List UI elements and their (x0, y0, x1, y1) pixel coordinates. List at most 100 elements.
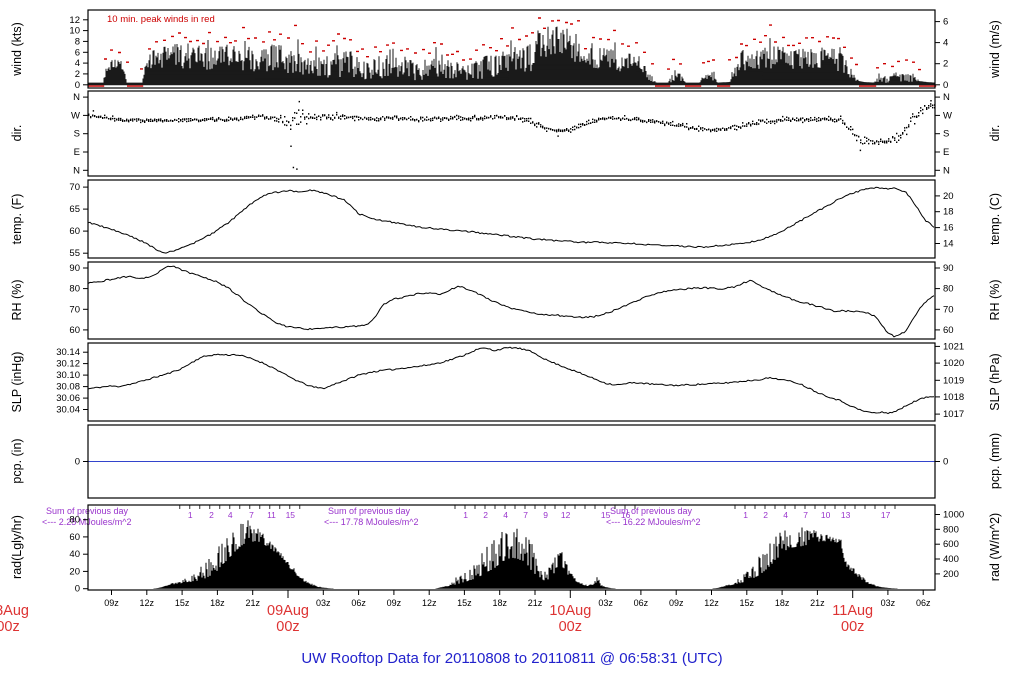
slp-right-axis-label: SLP (hPa) (988, 353, 1002, 410)
temp-right-axis-label: temp. (C) (988, 193, 1002, 245)
rad-cumulative-number: 7 (249, 510, 254, 520)
wind-left-tick-label: 2 (75, 69, 80, 80)
x-axis-hour-label: 06z (634, 598, 649, 608)
x-axis-hour-label: 18z (775, 598, 790, 608)
dir-left-axis-label: dir. (10, 125, 24, 142)
rad-left-tick-label: 80 (69, 515, 80, 526)
x-axis-hour-label: 03z (598, 598, 613, 608)
rad-cumulative-number: 1 (463, 510, 468, 520)
x-axis-date-time-label: 00z (276, 619, 299, 635)
rad-sum-annotation-line1: Sum of previous day (46, 506, 129, 516)
wind-left-tick-label: 8 (75, 36, 80, 47)
x-axis-date-time-label: 00z (559, 619, 582, 635)
rad-sum-annotation-line2: <--- 2.25 MJoules/m^2 (42, 517, 132, 527)
x-axis-hour-label: 15z (740, 598, 755, 608)
rad-cumulative-number: 11 (267, 510, 276, 520)
rad-right-tick-label: 600 (943, 539, 959, 550)
temp-right-tick-label: 16 (943, 223, 954, 234)
dir-right-tick-label: S (943, 129, 949, 140)
slp-left-tick-label: 30.12 (56, 359, 80, 370)
rh-left-tick-label: 80 (69, 284, 80, 295)
rad-left-tick-label: 0 (75, 584, 80, 595)
rad-cumulative-number: 1 (188, 510, 193, 520)
temp-left-tick-label: 70 (69, 182, 80, 193)
rh-right-tick-label: 90 (943, 263, 954, 274)
temp-right-tick-label: 20 (943, 191, 954, 202)
x-axis-hour-label: 09z (669, 598, 684, 608)
slp-left-axis-label: SLP (inHg) (10, 352, 24, 413)
rad-sum-annotation-line1: Sum of previous day (610, 506, 693, 516)
wind-left-tick-label: 4 (75, 58, 80, 69)
x-axis-hour-label: 06z (916, 598, 931, 608)
rad-cumulative-number: 15 (286, 510, 296, 520)
pcp-left-tick-label: 0 (75, 457, 80, 468)
rad-right-tick-label: 1000 (943, 510, 964, 521)
dir-right-axis-label: dir. (988, 125, 1002, 142)
rad-right-tick-label: 400 (943, 554, 959, 565)
rad-right-tick-label: 800 (943, 524, 959, 535)
slp-right-tick-label: 1020 (943, 358, 964, 369)
x-axis-hour-label: 21z (528, 598, 543, 608)
dir-left-tick-label: N (73, 92, 80, 103)
x-axis-hour-label: 06z (351, 598, 366, 608)
rad-sum-annotation-line1: Sum of previous day (328, 506, 411, 516)
slp-left-tick-label: 30.04 (56, 405, 80, 416)
wind-right-tick-label: 6 (943, 17, 948, 28)
rh-right-axis-label: RH (%) (988, 280, 1002, 321)
x-axis-hour-label: 09z (104, 598, 119, 608)
rad-cumulative-number: 4 (503, 510, 508, 520)
rad-right-tick-label: 200 (943, 569, 959, 580)
wind-left-tick-label: 6 (75, 47, 80, 58)
wind-right-axis-label: wind (m/s) (988, 20, 1002, 79)
slp-right-tick-label: 1019 (943, 375, 964, 386)
wind-left-tick-label: 12 (69, 15, 80, 26)
x-axis-hour-label: 15z (457, 598, 472, 608)
dir-left-tick-label: W (71, 110, 80, 121)
dir-right-tick-label: W (943, 110, 952, 121)
rad-cumulative-number: 2 (483, 510, 488, 520)
rad-cumulative-number: 2 (209, 510, 214, 520)
x-axis-hour-label: 21z (810, 598, 825, 608)
rh-right-tick-label: 60 (943, 325, 954, 336)
temp-left-axis-label: temp. (F) (10, 194, 24, 245)
rh-left-tick-label: 90 (69, 263, 80, 274)
dir-right-tick-label: N (943, 165, 950, 176)
x-axis-hour-label: 18z (492, 598, 507, 608)
rad-cumulative-number: 4 (783, 510, 788, 520)
slp-left-tick-label: 30.06 (56, 393, 80, 404)
rad-cumulative-number: 12 (561, 510, 571, 520)
rad-top-hour-ticks (179, 505, 896, 509)
rh-panel-frame (87, 261, 936, 340)
rad-cumulative-number: 2 (763, 510, 768, 520)
wind-speed-trace (87, 26, 936, 86)
rh-left-tick-label: 70 (69, 304, 80, 315)
x-axis-date-label: 08Aug (0, 603, 29, 619)
rad-cumulative-number: 16 (621, 510, 631, 520)
temp-right-tick-label: 14 (943, 239, 954, 250)
dir-left-tick-label: E (74, 147, 80, 158)
slp-left-tick-label: 30.08 (56, 382, 80, 393)
wind-peaks-annotation: 10 min. peak winds in red (107, 14, 215, 25)
wind-right-tick-label: 4 (943, 38, 948, 49)
rh-left-tick-label: 60 (69, 325, 80, 336)
rad-cumulative-number: 7 (523, 510, 528, 520)
rh-trace (87, 265, 935, 338)
pcp-left-axis-label: pcp. (in) (10, 438, 24, 483)
dir-right-tick-label: E (943, 147, 949, 158)
rad-cumulative-number: 1 (743, 510, 748, 520)
temp-trace (87, 186, 935, 254)
rh-right-tick-label: 80 (943, 284, 954, 295)
rad-sum-annotation-line2: <--- 17.78 MJoules/m^2 (324, 517, 419, 527)
rad-panel-frame (87, 504, 936, 591)
rad-cumulative-number: 15 (601, 510, 611, 520)
rad-solar-bars (153, 520, 898, 589)
wind-left-tick-label: 0 (75, 80, 80, 91)
wind-right-tick-label: 0 (943, 80, 948, 91)
x-axis-hour-label: 03z (881, 598, 896, 608)
slp-right-tick-label: 1018 (943, 392, 964, 403)
wind-left-axis-label: wind (kts) (10, 22, 24, 76)
slp-left-tick-label: 30.10 (56, 370, 80, 381)
rh-right-tick-label: 70 (943, 304, 954, 315)
rad-cumulative-number: 7 (803, 510, 808, 520)
